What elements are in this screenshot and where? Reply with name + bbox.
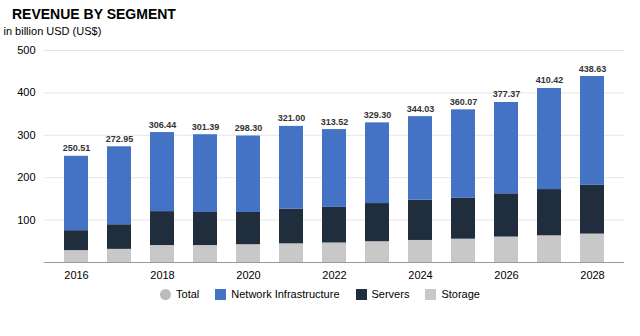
svg-text:329.30: 329.30 bbox=[364, 110, 392, 120]
svg-text:400: 400 bbox=[17, 86, 35, 98]
html-text:Servers: Servers bbox=[371, 288, 410, 300]
svg-text:300: 300 bbox=[17, 129, 35, 141]
html-text:Total: Total bbox=[176, 288, 200, 300]
svg-text:500: 500 bbox=[17, 44, 35, 56]
svg-text:306.44: 306.44 bbox=[149, 120, 177, 130]
html-text:Network Infrastructure: Network Infrastructure bbox=[231, 288, 340, 300]
svg-text:344.03: 344.03 bbox=[407, 104, 435, 114]
svg-text:377.37: 377.37 bbox=[493, 89, 521, 99]
svg-text:438.63: 438.63 bbox=[579, 64, 607, 74]
svg-text:360.07: 360.07 bbox=[450, 97, 478, 107]
svg-text:321.00: 321.00 bbox=[278, 113, 306, 123]
html-text:REVENUE BY SEGMENT: REVENUE BY SEGMENT bbox=[12, 6, 176, 22]
svg-text:2026: 2026 bbox=[494, 269, 518, 281]
svg-text:100: 100 bbox=[17, 214, 35, 226]
svg-text:298.30: 298.30 bbox=[235, 123, 263, 133]
svg-text:250.51: 250.51 bbox=[63, 143, 91, 153]
svg-text:410.42: 410.42 bbox=[536, 75, 564, 85]
svg-text:301.39: 301.39 bbox=[192, 122, 220, 132]
svg-text:2018: 2018 bbox=[150, 269, 174, 281]
html-text:Storage: Storage bbox=[441, 288, 480, 300]
svg-text:2022: 2022 bbox=[322, 269, 346, 281]
svg-text:200: 200 bbox=[17, 171, 35, 183]
svg-text:in billion USD (US$): in billion USD (US$) bbox=[4, 25, 102, 37]
svg-text:2020: 2020 bbox=[236, 269, 260, 281]
svg-text:2024: 2024 bbox=[408, 269, 432, 281]
svg-text:2016: 2016 bbox=[64, 269, 88, 281]
svg-text:313.52: 313.52 bbox=[321, 117, 349, 127]
svg-text:2028: 2028 bbox=[580, 269, 604, 281]
svg-text:272.95: 272.95 bbox=[106, 134, 134, 144]
